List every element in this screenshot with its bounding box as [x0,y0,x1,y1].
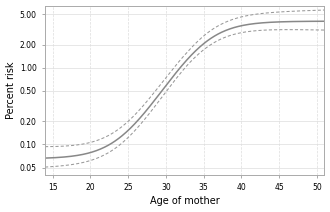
X-axis label: Age of mother: Age of mother [150,197,220,206]
Y-axis label: Percent risk: Percent risk [6,61,16,119]
